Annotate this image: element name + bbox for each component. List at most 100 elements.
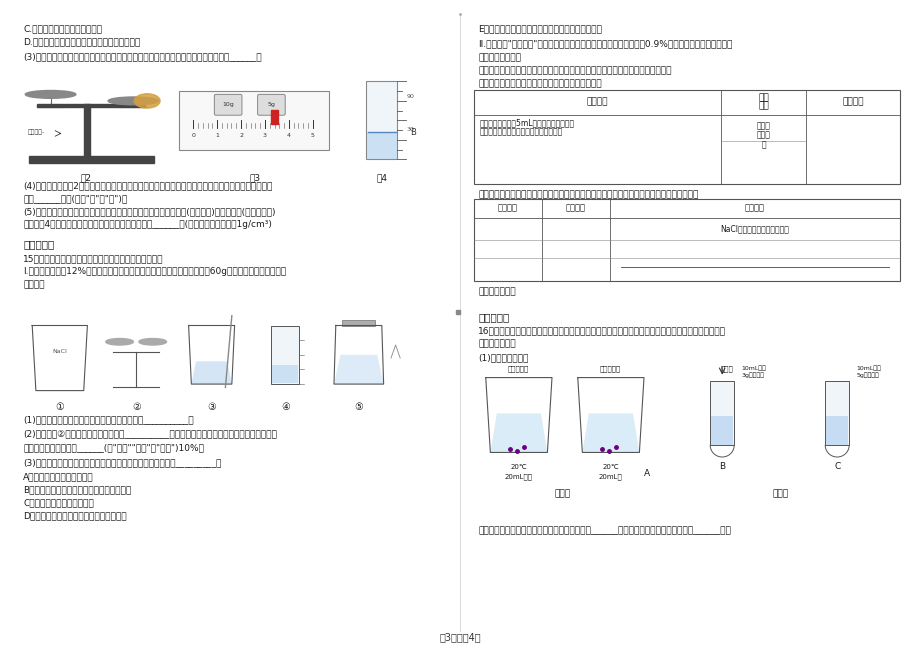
Text: 关问题的探究。: 关问题的探究。	[478, 340, 516, 349]
Text: 3: 3	[263, 133, 267, 138]
Ellipse shape	[106, 339, 133, 345]
Text: (1)物质的溶解性。: (1)物质的溶解性。	[478, 353, 528, 362]
Text: 实验现象: 实验现象	[565, 204, 585, 213]
Text: 解: 解	[760, 141, 765, 150]
Bar	[272, 365, 298, 383]
Text: (3)若配制所得的氯化钠溶液溶质质量分数偏小，可能的原因是_________。: (3)若配制所得的氯化钠溶液溶质质量分数偏小，可能的原因是_________。	[23, 458, 221, 467]
Bar	[271, 326, 299, 384]
Text: 平衡螺母-: 平衡螺母-	[28, 130, 45, 135]
Text: 2: 2	[239, 133, 243, 138]
Text: 实验结论: 实验结论	[841, 98, 863, 107]
Text: 图4: 图4	[376, 174, 387, 183]
FancyBboxPatch shape	[257, 94, 285, 115]
Polygon shape	[490, 413, 547, 452]
Bar	[342, 320, 375, 326]
Text: 探究实验二：将不饱和氯化钠溶液变为饱和溶液并探究饱和氯化钠溶液还能否溶解硝酸钾固体: 探究实验二：将不饱和氯化钠溶液变为饱和溶液并探究饱和氯化钠溶液还能否溶解硝酸钾固…	[478, 190, 698, 199]
Text: 图2: 图2	[81, 174, 92, 183]
Text: 探究实验一：澄清透明的氯化钠溶液是否是饱和溶液: 探究实验一：澄清透明的氯化钠溶液是否是饱和溶液	[478, 79, 601, 89]
Text: 母往______旋动(填写"左"或"右")。: 母往______旋动(填写"左"或"右")。	[23, 194, 127, 203]
Text: D．转移已配好的溶液时，有少量溶液溅出: D．转移已配好的溶液时，有少量溶液溅出	[23, 511, 127, 520]
Text: 并完成以下实验：: 并完成以下实验：	[478, 53, 521, 62]
Bar	[84, 104, 90, 156]
Text: 分别如图4示，则所配氯化钾溶液中溶质的质量分数是______，(水的密度可近似看做1g/cm³): 分别如图4示，则所配氯化钾溶液中溶质的质量分数是______，(水的密度可近似看…	[23, 220, 272, 229]
Text: 硝高锰酸钾: 硝高锰酸钾	[506, 366, 528, 372]
Text: 5g硝酸冰糖: 5g硝酸冰糖	[856, 373, 879, 378]
Ellipse shape	[26, 90, 75, 98]
Text: 四、实验题: 四、实验题	[23, 239, 54, 249]
Text: 10g: 10g	[222, 102, 233, 107]
Text: 实验用品：氯化钠溶液、氯化钠、硝酸钾、蒸馏水、烧杯、试管、玻璃棒、药匙。: 实验用品：氯化钠溶液、氯化钠、硝酸钾、蒸馏水、烧杯、试管、玻璃棒、药匙。	[478, 66, 671, 76]
Ellipse shape	[134, 94, 160, 108]
Bar	[824, 381, 848, 445]
Text: ⑤: ⑤	[354, 402, 363, 411]
Text: 20℃: 20℃	[602, 464, 618, 470]
Text: 实验步骤: 实验步骤	[497, 204, 517, 213]
Text: 30: 30	[406, 128, 414, 132]
Bar	[37, 104, 145, 107]
Text: 实验结论: 实验结论	[744, 204, 764, 213]
Bar	[473, 199, 899, 281]
Bar	[473, 90, 899, 184]
Text: 实验: 实验	[757, 93, 768, 102]
Text: 4: 4	[287, 133, 290, 138]
Text: ④: ④	[280, 402, 289, 411]
Text: (5)配制溶液。称量氯化钾固体的质量和量取水的体积时，天平示数(单位：克)和量筒读数(单位：毫升): (5)配制溶液。称量氯化钾固体的质量和量取水的体积时，天平示数(单位：克)和量筒…	[23, 207, 275, 216]
Text: 图3: 图3	[249, 174, 260, 183]
Text: 五、探究题: 五、探究题	[478, 312, 509, 322]
Text: NaCl: NaCl	[52, 349, 67, 354]
Text: 10mL热水: 10mL热水	[856, 365, 880, 370]
Bar	[367, 132, 396, 159]
Bar	[270, 110, 278, 124]
Text: 实验一: 实验一	[554, 489, 571, 498]
Text: 1: 1	[215, 133, 219, 138]
Ellipse shape	[139, 339, 166, 345]
Text: (3)蒸发。把液体倒入蒸发皿，进行加热，在加热过程中，用玻璃棒不断搅拌，目的是______。: (3)蒸发。把液体倒入蒸发皿，进行加热，在加热过程中，用玻璃棒不断搅拌，目的是_…	[23, 52, 261, 61]
Text: 20mL溶精: 20mL溶精	[505, 473, 532, 480]
Text: C: C	[834, 462, 839, 471]
Bar	[29, 156, 153, 163]
Text: 列问题：: 列问题：	[23, 280, 44, 289]
Text: 10mL热水: 10mL热水	[741, 365, 766, 370]
Polygon shape	[191, 361, 232, 384]
Text: ③: ③	[207, 402, 216, 411]
Text: 5g: 5g	[267, 102, 275, 107]
Text: 20℃: 20℃	[510, 464, 527, 470]
Text: II.我们知道"海水制碱"工业用到的是饱和含盐水，医疗上使用的则是0.9%的生理盐水。请按要求设计: II.我们知道"海水制碱"工业用到的是饱和含盐水，医疗上使用的则是0.9%的生理…	[478, 39, 732, 48]
Text: 硝高锰酸钾: 硝高锰酸钾	[598, 366, 620, 372]
Text: 5: 5	[311, 133, 314, 138]
Text: (1)请用图中的序号表示配制溶液的正确操作顺序__________。: (1)请用图中的序号表示配制溶液的正确操作顺序__________。	[23, 415, 193, 424]
Bar	[710, 416, 732, 445]
Polygon shape	[334, 355, 383, 384]
Text: 【实验一】该实验目的是：探究物质的溶解性与______是否有关，高锰酸钾的水溶液呈______色。: 【实验一】该实验目的是：探究物质的溶解性与______是否有关，高锰酸钾的水溶液…	[478, 526, 731, 535]
FancyBboxPatch shape	[214, 94, 242, 115]
Text: 实验步骤: 实验步骤	[586, 98, 607, 107]
Polygon shape	[582, 413, 639, 452]
Text: B: B	[410, 128, 415, 137]
Text: E．转移已称好的氯化钠固体时，部分洒落在烧杯外: E．转移已称好的氯化钠固体时，部分洒落在烧杯外	[478, 25, 602, 34]
Text: 请完成上面表格: 请完成上面表格	[478, 288, 516, 297]
Text: 3g硝酸冰糖: 3g硝酸冰糖	[741, 373, 764, 378]
Text: 15．在日常生活和工农业生产中，溶液有着广泛的应用。: 15．在日常生活和工农业生产中，溶液有着广泛的应用。	[23, 254, 164, 263]
Bar	[179, 91, 329, 150]
Text: ①: ①	[55, 402, 64, 411]
Bar	[709, 381, 733, 445]
Text: C．天平指针偏右就开始称量: C．天平指针偏右就开始称量	[23, 498, 94, 507]
Bar	[825, 416, 847, 445]
Text: A．用量筒量取水时仰视读数: A．用量筒量取水时仰视读数	[23, 472, 94, 481]
Text: 加入少量氯化钠固体，振荡，观察现象。: 加入少量氯化钠固体，振荡，观察现象。	[479, 128, 562, 137]
Text: B．烧杯用蒸馏水润洗后未等晾干就配制溶液: B．烧杯用蒸馏水润洗后未等晾干就配制溶液	[23, 485, 131, 494]
Text: 实验二: 实验二	[771, 489, 788, 498]
Text: C.玻璃棒要靠在三层滤纸的一边: C.玻璃棒要靠在三层滤纸的一边	[23, 25, 102, 34]
Text: 第3页，共4页: 第3页，共4页	[438, 631, 481, 642]
Text: (4)天平调零。如图2示，先把游码移至零刻度线处，如果指针静止时偏向右侧，则应该把右端的平衡螺: (4)天平调零。如图2示，先把游码移至零刻度线处，如果指针静止时偏向右侧，则应该…	[23, 181, 272, 190]
Bar	[366, 81, 397, 159]
Text: 取一只试管倒入约5mL氯化钠溶液，用药匙: 取一只试管倒入约5mL氯化钠溶液，用药匙	[479, 118, 573, 128]
Text: 溶液的溶质的质量分数______(填"大于""小于"或"等于")10%。: 溶液的溶质的质量分数______(填"大于""小于"或"等于")10%。	[23, 443, 204, 452]
Text: 氯化钠: 氯化钠	[755, 121, 769, 130]
Text: D.滤纸边缘要低于漏斗口，液面要低于滤纸边缘: D.滤纸边缘要低于漏斗口，液面要低于滤纸边缘	[23, 38, 140, 47]
Text: A: A	[643, 469, 650, 478]
Text: ②: ②	[131, 402, 141, 411]
Text: 20mL水: 20mL水	[598, 473, 622, 480]
Text: 16．研究物质的溶解性对于日常生活、工农业生产有着重要的意义。请你参与下面物质溶解性及溶液有: 16．研究物质的溶解性对于日常生活、工农业生产有着重要的意义。请你参与下面物质溶…	[478, 327, 726, 336]
Ellipse shape	[108, 97, 159, 105]
